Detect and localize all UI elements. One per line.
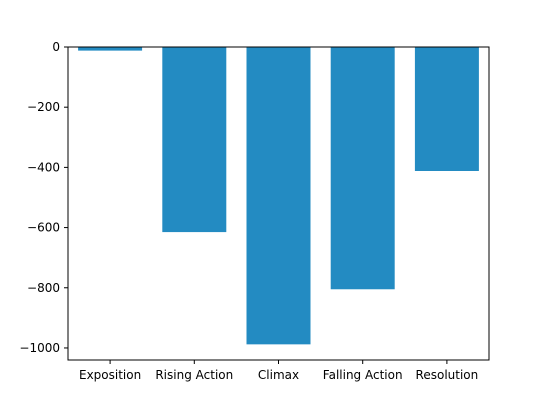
x-tick-label: Climax: [258, 368, 299, 382]
x-tick-label: Exposition: [79, 368, 141, 382]
y-axis-ticks: 0 −200 −400 −600 −800 −1000: [19, 40, 68, 355]
plot-frame: [67, 46, 490, 361]
bar-rising-action: [162, 47, 227, 233]
bar-falling-action: [330, 47, 395, 290]
x-tick-label: Falling Action: [323, 368, 403, 382]
y-tick-label: −800: [27, 281, 60, 295]
bar-resolution: [414, 47, 479, 171]
y-tick-label: −200: [27, 100, 60, 114]
bars-group: [78, 47, 479, 345]
y-tick-label: 0: [52, 40, 60, 54]
bar-climax: [246, 47, 311, 345]
y-tick-label: −600: [27, 221, 60, 235]
x-tick-label: Rising Action: [155, 368, 233, 382]
y-tick-label: −1000: [19, 341, 60, 355]
y-tick-label: −400: [27, 160, 60, 174]
x-tick-label: Resolution: [416, 368, 479, 382]
x-axis-ticks: Exposition Rising Action Climax Falling Act…: [79, 360, 478, 382]
bar-exposition: [78, 47, 143, 51]
